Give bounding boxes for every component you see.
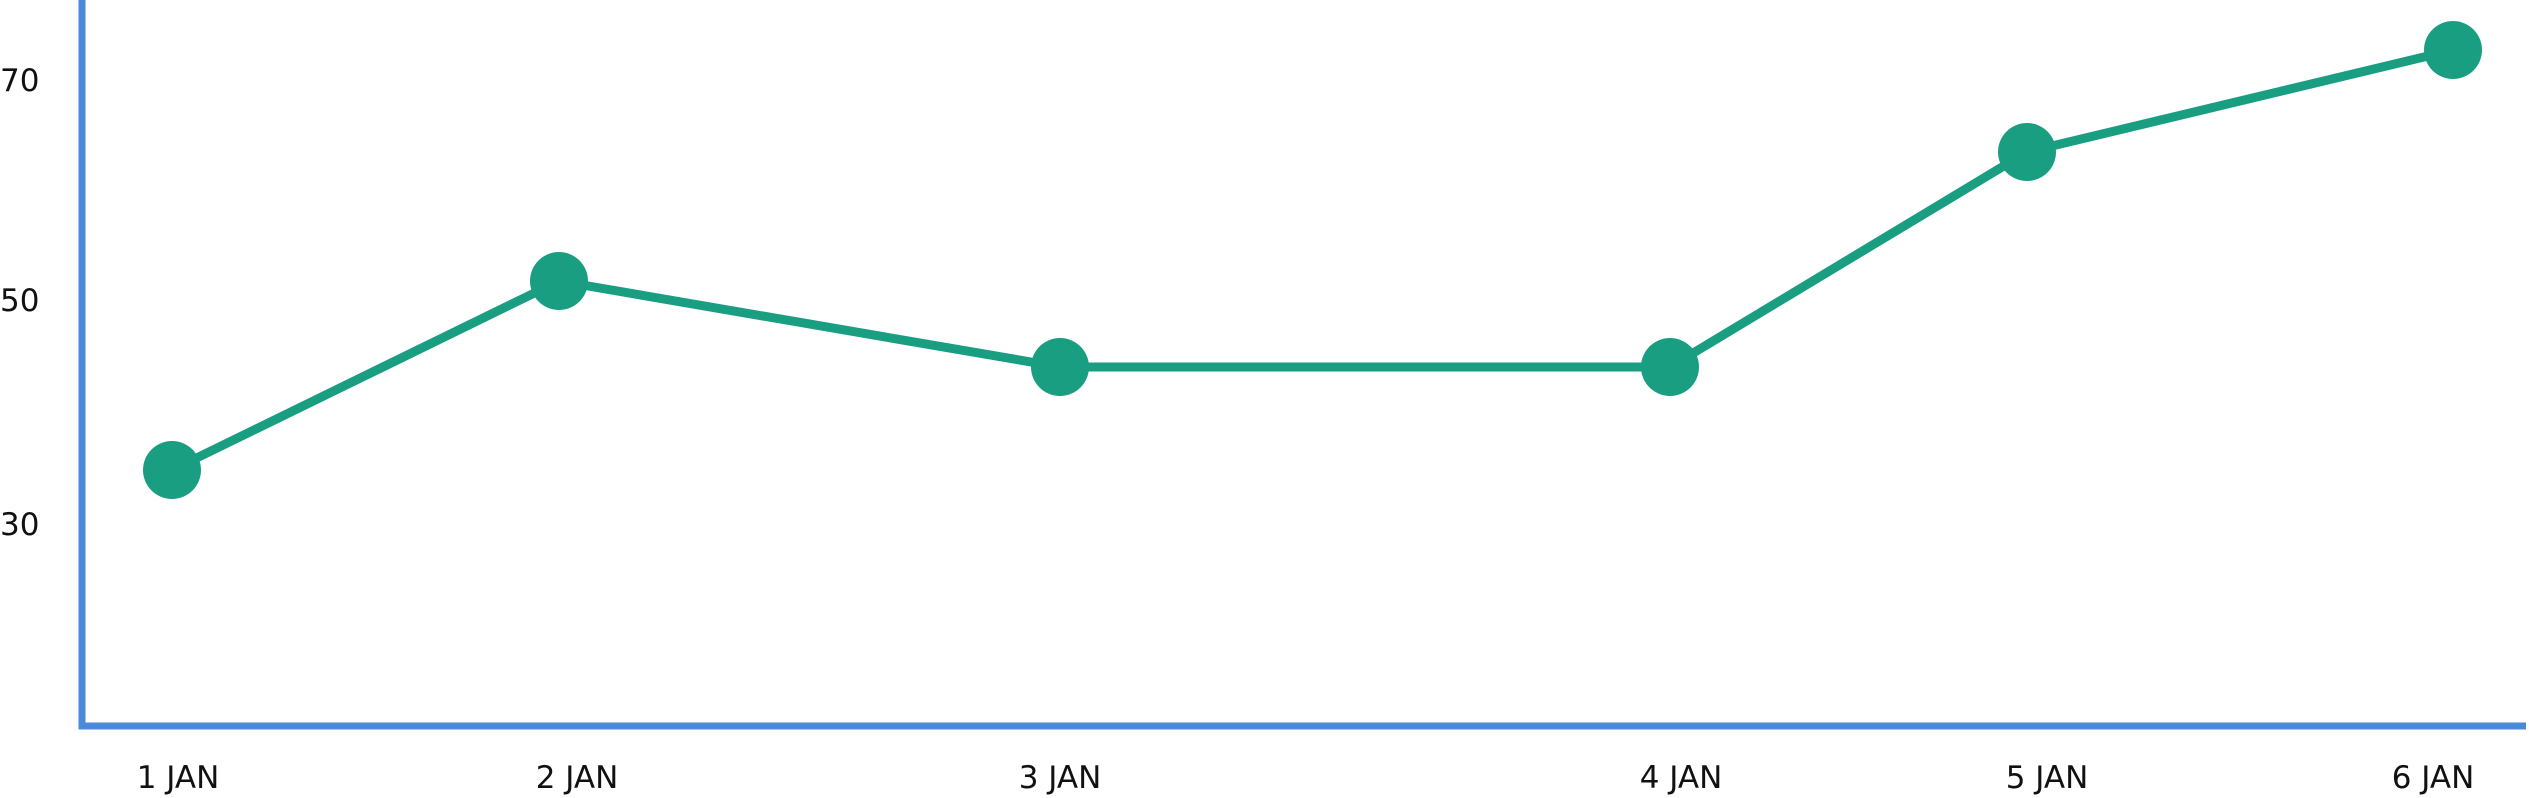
data-point [1641, 338, 1699, 396]
y-axis-labels: 30 50 70 [0, 63, 39, 543]
series-line [167, 45, 2458, 475]
axes [78, 0, 2526, 730]
x-tick-label: 5 JAN [2006, 760, 2089, 796]
x-tick-label: 4 JAN [1640, 760, 1723, 796]
data-point [530, 252, 588, 310]
x-tick-label: 6 JAN [2392, 760, 2475, 796]
y-tick-label: 70 [0, 63, 39, 99]
x-axis-labels: 1 JAN 2 JAN 3 JAN 4 JAN 5 JAN 6 JAN [137, 760, 2475, 796]
series [143, 21, 2482, 499]
y-tick-label: 30 [0, 507, 39, 543]
x-tick-label: 1 JAN [137, 760, 220, 796]
x-tick-label: 3 JAN [1019, 760, 1102, 796]
data-point [1998, 123, 2056, 181]
data-point [2424, 21, 2482, 79]
data-point [143, 441, 201, 499]
x-tick-label: 2 JAN [536, 760, 619, 796]
y-tick-label: 50 [0, 283, 39, 319]
data-point [1031, 338, 1089, 396]
